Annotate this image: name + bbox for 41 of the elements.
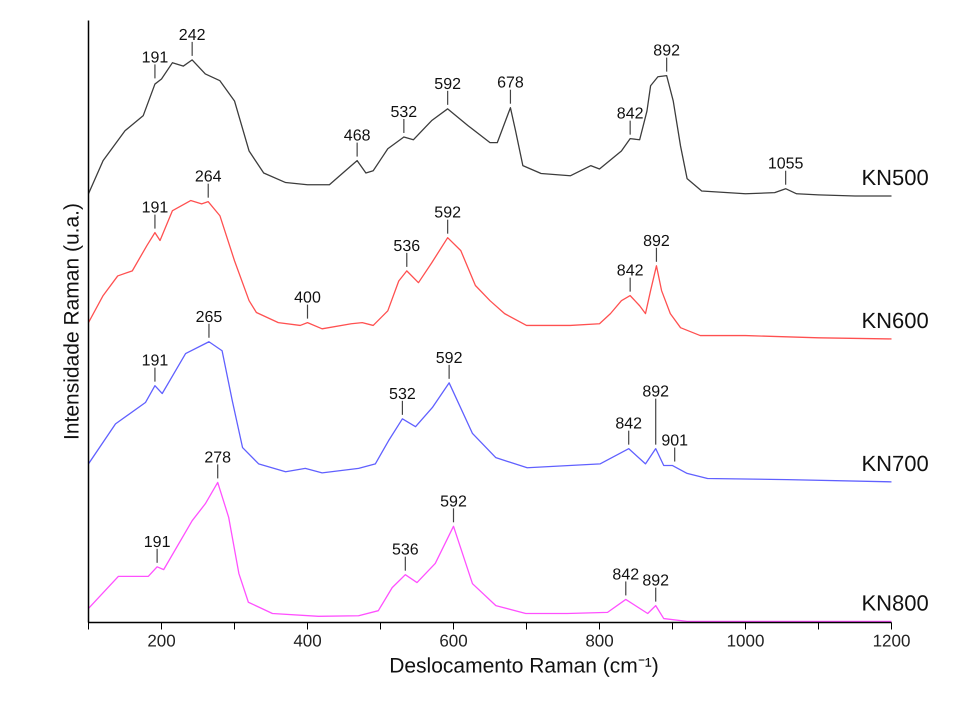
x-axis-title: Deslocamento Raman (cm⁻¹) xyxy=(389,654,659,678)
annotation: 592 xyxy=(434,76,462,93)
annotation: 536 xyxy=(392,542,419,559)
series-label: KN600 xyxy=(862,308,929,333)
annotation: 892 xyxy=(653,42,680,60)
x-tick-label: 1000 xyxy=(726,632,764,650)
annotation: 468 xyxy=(344,128,371,145)
annotation: 901 xyxy=(661,432,688,450)
annotation: 678 xyxy=(497,74,524,92)
annotation: 265 xyxy=(196,308,222,326)
y-axis-title: Intensidade Raman (u.a.) xyxy=(60,203,84,440)
annotation: 536 xyxy=(393,238,420,255)
annotation: 532 xyxy=(389,386,416,403)
x-tick-label: 600 xyxy=(439,632,468,650)
x-tick-label: 1200 xyxy=(872,632,910,650)
series-label: KN500 xyxy=(862,165,929,190)
annotation: 191 xyxy=(142,352,168,370)
series-label: KN700 xyxy=(862,450,929,476)
annotation: 842 xyxy=(615,416,642,433)
x-tick-label: 400 xyxy=(293,632,322,650)
annotation: 242 xyxy=(178,26,206,44)
annotation: 842 xyxy=(616,106,644,123)
annotation: 592 xyxy=(436,350,463,367)
annotation: 592 xyxy=(434,204,462,222)
annotation: 191 xyxy=(144,534,171,551)
annotation: 1055 xyxy=(768,156,804,173)
annotation: 278 xyxy=(204,449,232,466)
annotation: 191 xyxy=(142,200,168,217)
annotation: 892 xyxy=(642,572,670,590)
x-tick-label: 800 xyxy=(585,632,614,650)
annotation: 592 xyxy=(440,493,467,510)
annotation: 264 xyxy=(194,168,222,186)
annotation: 400 xyxy=(294,290,321,307)
annotation: 892 xyxy=(642,384,670,401)
annotation: 842 xyxy=(612,566,640,584)
annotation: 191 xyxy=(142,49,168,66)
annotation: 532 xyxy=(390,104,418,121)
x-tick-label: 200 xyxy=(147,632,176,650)
annotation: 842 xyxy=(616,262,644,280)
annotation: 892 xyxy=(643,232,670,250)
series-label: KN800 xyxy=(862,590,929,616)
